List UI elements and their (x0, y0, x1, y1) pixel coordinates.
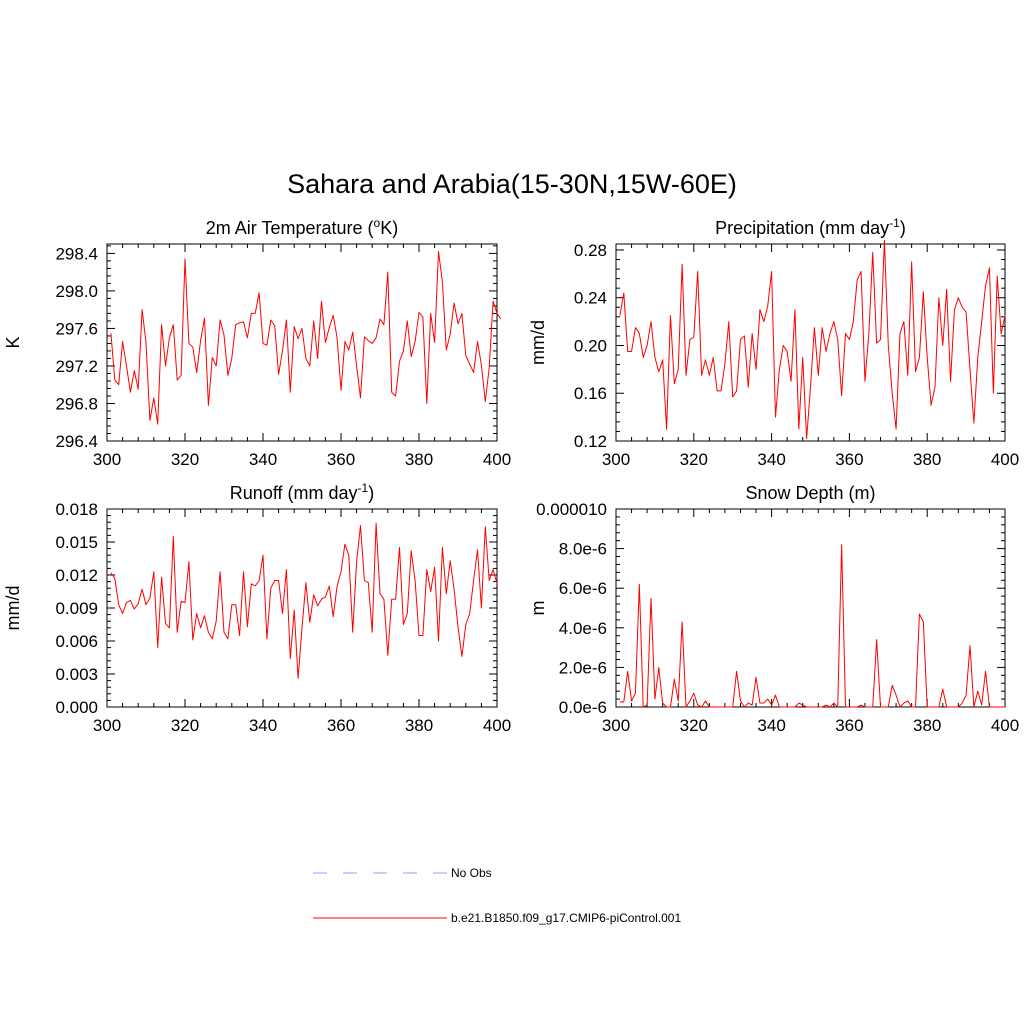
x-tick-label: 380 (405, 450, 433, 469)
series-line (110, 522, 498, 679)
y-tick-label: 297.2 (55, 357, 98, 376)
y-tick-label: 0.015 (55, 533, 98, 552)
y-tick-label: 298.4 (55, 244, 98, 263)
x-tick-label: 340 (249, 450, 277, 469)
series-line (619, 544, 1005, 708)
main-title: Sahara and Arabia(15-30N,15W-60E) (287, 169, 737, 199)
x-tick-label: 400 (991, 716, 1019, 735)
panel-title: Runoff (mm day-1) (230, 481, 374, 503)
panel-title: 2m Air Temperature (oK) (206, 216, 398, 238)
x-tick-label: 320 (680, 716, 708, 735)
x-tick-label: 380 (405, 716, 433, 735)
x-tick-label: 300 (93, 450, 121, 469)
x-tick-label: 400 (991, 450, 1019, 469)
y-tick-label: 0.000 (55, 698, 98, 717)
y-tick-label: 2.0e-6 (559, 658, 607, 677)
y-tick-label: 0.000010 (536, 500, 607, 519)
plot-frame (106, 508, 498, 708)
y-axis-title: mm/d (3, 586, 23, 631)
x-tick-label: 340 (757, 716, 785, 735)
x-tick-label: 360 (835, 450, 863, 469)
y-tick-label: 8.0e-6 (559, 540, 607, 559)
plot-frame (615, 508, 1006, 708)
y-tick-label: 6.0e-6 (559, 579, 607, 598)
panel-title: Precipitation (mm day-1) (715, 216, 906, 238)
y-tick-label: 298.0 (55, 282, 98, 301)
y-axis-title: mm/d (528, 320, 548, 365)
x-tick-label: 300 (602, 450, 630, 469)
y-tick-label: 0.20 (574, 336, 607, 355)
series-line (619, 239, 1006, 440)
series-line (110, 251, 502, 425)
legend-label: b.e21.B1850.f09_g17.CMIP6-piControl.001 (451, 911, 681, 925)
x-tick-label: 300 (602, 716, 630, 735)
y-tick-label: 0.006 (55, 632, 98, 651)
y-tick-label: 297.6 (55, 319, 98, 338)
x-tick-label: 320 (680, 450, 708, 469)
x-tick-label: 360 (327, 716, 355, 735)
chart-panel-3: 300 320 340 360 380 400 0.000 0.003 0.006 0.009 0.… (3, 481, 511, 735)
y-tick-label: 0.28 (574, 241, 607, 260)
legend: No Obs b.e21.B1850.f09_g17.CMIP6-piContro… (313, 866, 681, 925)
x-tick-label: 340 (249, 716, 277, 735)
x-tick-label: 360 (327, 450, 355, 469)
chart-panel-4: 300 320 340 360 380 400 0.0e-6 2.0e-6 4.0e-6 6.0e… (528, 483, 1019, 735)
y-tick-label: 0.003 (55, 665, 98, 684)
y-tick-label: 0.0e-6 (559, 698, 607, 717)
plot-frame (106, 243, 498, 442)
y-axis-title: K (3, 336, 23, 348)
y-tick-label: 296.8 (55, 394, 98, 413)
y-tick-label: 0.12 (574, 432, 607, 451)
x-tick-label: 320 (171, 716, 199, 735)
y-tick-label: 0.16 (574, 384, 607, 403)
x-tick-label: 320 (171, 450, 199, 469)
x-tick-label: 400 (483, 716, 511, 735)
x-tick-label: 360 (835, 716, 863, 735)
y-tick-label: 0.009 (55, 599, 98, 618)
x-tick-label: 380 (913, 450, 941, 469)
x-tick-label: 380 (913, 716, 941, 735)
x-tick-label: 300 (93, 716, 121, 735)
y-axis-title: m (528, 601, 548, 616)
y-tick-label: 296.4 (55, 432, 98, 451)
panel-title: Snow Depth (m) (745, 483, 875, 503)
y-tick-label: 0.24 (574, 289, 607, 308)
y-tick-label: 4.0e-6 (559, 619, 607, 638)
chart-panels: 300 320 340 360 380 400 296.4 296.8 297.2 297.6 29… (3, 216, 1019, 735)
chart-panel-1: 300 320 340 360 380 400 296.4 296.8 297.2 297.6 29… (3, 216, 511, 469)
legend-label: No Obs (451, 866, 492, 880)
chart-panel-2: 300 320 340 360 380 400 0.12 0.16 0.20 0.24 0.28 mm… (528, 216, 1019, 469)
y-tick-label: 0.012 (55, 566, 98, 585)
x-tick-label: 340 (757, 450, 785, 469)
x-tick-label: 400 (483, 450, 511, 469)
y-tick-label: 0.018 (55, 500, 98, 519)
plot-frame (615, 243, 1006, 442)
